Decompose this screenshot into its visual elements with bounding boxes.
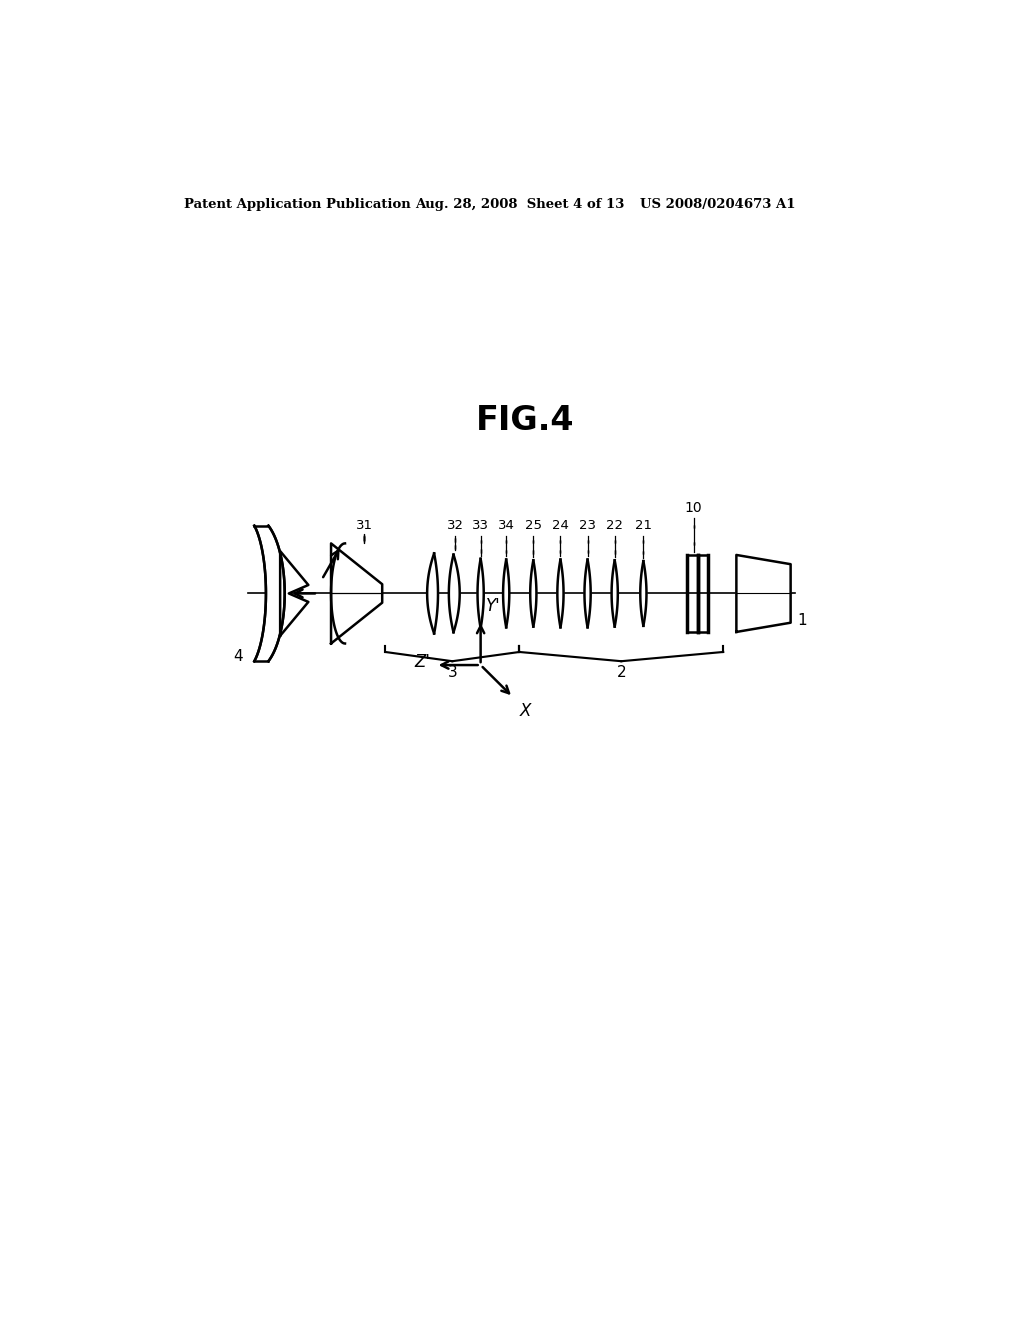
Polygon shape bbox=[585, 560, 591, 627]
Polygon shape bbox=[477, 558, 483, 628]
Text: 4: 4 bbox=[233, 649, 243, 664]
Polygon shape bbox=[557, 560, 563, 627]
Text: Aug. 28, 2008  Sheet 4 of 13: Aug. 28, 2008 Sheet 4 of 13 bbox=[415, 198, 624, 211]
Text: 21: 21 bbox=[635, 519, 652, 532]
Polygon shape bbox=[281, 552, 308, 636]
Text: 23: 23 bbox=[580, 519, 596, 532]
Text: 24: 24 bbox=[552, 519, 569, 532]
Text: X: X bbox=[520, 702, 531, 721]
Text: 33: 33 bbox=[472, 519, 489, 532]
Polygon shape bbox=[640, 561, 646, 626]
Text: Patent Application Publication: Patent Application Publication bbox=[183, 198, 411, 211]
Text: 25: 25 bbox=[525, 519, 542, 532]
Polygon shape bbox=[530, 561, 537, 627]
Polygon shape bbox=[736, 554, 791, 632]
Text: 10: 10 bbox=[685, 500, 702, 515]
Polygon shape bbox=[427, 553, 438, 634]
Text: 22: 22 bbox=[606, 519, 624, 532]
Text: Y': Y' bbox=[486, 597, 501, 615]
Text: 2: 2 bbox=[616, 665, 626, 680]
Text: FIG.4: FIG.4 bbox=[475, 404, 574, 437]
Text: 32: 32 bbox=[446, 519, 464, 532]
Polygon shape bbox=[611, 561, 617, 627]
Text: Z': Z' bbox=[415, 653, 430, 671]
Polygon shape bbox=[254, 525, 285, 661]
Polygon shape bbox=[331, 544, 345, 644]
Polygon shape bbox=[503, 560, 509, 627]
Text: 31: 31 bbox=[356, 519, 373, 532]
Polygon shape bbox=[331, 544, 382, 644]
Text: 3: 3 bbox=[447, 665, 457, 680]
Text: 1: 1 bbox=[797, 612, 807, 628]
Polygon shape bbox=[449, 554, 460, 632]
Text: US 2008/0204673 A1: US 2008/0204673 A1 bbox=[640, 198, 795, 211]
Text: 34: 34 bbox=[498, 519, 515, 532]
